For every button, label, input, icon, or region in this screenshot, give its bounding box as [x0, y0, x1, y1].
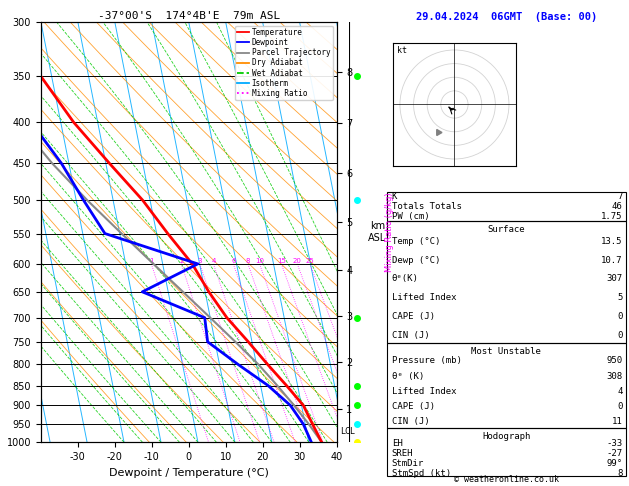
Text: θᵉ (K): θᵉ (K) [392, 372, 424, 381]
Title: -37°00'S  174°4B'E  79m ASL: -37°00'S 174°4B'E 79m ASL [97, 11, 280, 21]
Text: StmDir: StmDir [392, 459, 424, 468]
Text: CAPE (J): CAPE (J) [392, 312, 435, 321]
Text: Pressure (mb): Pressure (mb) [392, 356, 462, 365]
Text: SREH: SREH [392, 449, 413, 458]
Text: 46: 46 [612, 202, 623, 211]
Legend: Temperature, Dewpoint, Parcel Trajectory, Dry Adiabat, Wet Adiabat, Isotherm, Mi: Temperature, Dewpoint, Parcel Trajectory… [235, 26, 333, 100]
Text: © weatheronline.co.uk: © weatheronline.co.uk [454, 474, 559, 484]
Text: Dewp (°C): Dewp (°C) [392, 256, 440, 264]
Text: PW (cm): PW (cm) [392, 212, 430, 221]
Text: 99°: 99° [606, 459, 623, 468]
Text: Surface: Surface [487, 225, 525, 234]
Text: Most Unstable: Most Unstable [471, 347, 542, 356]
Text: Hodograph: Hodograph [482, 432, 530, 441]
Text: 1: 1 [149, 258, 153, 264]
Text: 25: 25 [306, 258, 314, 264]
Text: EH: EH [392, 439, 403, 448]
Text: 5: 5 [617, 293, 623, 302]
Text: 308: 308 [606, 372, 623, 381]
Text: 4: 4 [617, 387, 623, 396]
Text: Lifted Index: Lifted Index [392, 293, 457, 302]
Text: 7: 7 [617, 192, 623, 201]
Y-axis label: km
ASL: km ASL [369, 221, 387, 243]
Text: Mixing Ratio (g/kg): Mixing Ratio (g/kg) [386, 192, 394, 272]
Text: kt: kt [398, 46, 407, 55]
Text: 10: 10 [255, 258, 264, 264]
Text: 0: 0 [617, 330, 623, 340]
Text: 4: 4 [211, 258, 216, 264]
Y-axis label: hPa: hPa [0, 222, 1, 242]
Text: 6: 6 [231, 258, 236, 264]
Text: Lifted Index: Lifted Index [392, 387, 457, 396]
Text: 29.04.2024  06GMT  (Base: 00): 29.04.2024 06GMT (Base: 00) [416, 12, 597, 22]
X-axis label: Dewpoint / Temperature (°C): Dewpoint / Temperature (°C) [109, 468, 269, 478]
Text: CIN (J): CIN (J) [392, 330, 430, 340]
Text: 1.75: 1.75 [601, 212, 623, 221]
Text: 2: 2 [179, 258, 184, 264]
Text: 8: 8 [246, 258, 250, 264]
Text: 13.5: 13.5 [601, 237, 623, 246]
Text: θᵉ(K): θᵉ(K) [392, 274, 419, 283]
Text: Totals Totals: Totals Totals [392, 202, 462, 211]
Text: 307: 307 [606, 274, 623, 283]
Text: 15: 15 [277, 258, 286, 264]
Text: K: K [392, 192, 398, 201]
Text: 0: 0 [617, 312, 623, 321]
Text: -33: -33 [606, 439, 623, 448]
Text: CAPE (J): CAPE (J) [392, 402, 435, 411]
Text: 10.7: 10.7 [601, 256, 623, 264]
Text: 20: 20 [293, 258, 302, 264]
Text: 3: 3 [198, 258, 202, 264]
Text: 0: 0 [617, 402, 623, 411]
Text: 950: 950 [606, 356, 623, 365]
Text: 8: 8 [617, 469, 623, 478]
Text: -27: -27 [606, 449, 623, 458]
Text: StmSpd (kt): StmSpd (kt) [392, 469, 451, 478]
Text: 11: 11 [612, 417, 623, 427]
Text: Temp (°C): Temp (°C) [392, 237, 440, 246]
Text: CIN (J): CIN (J) [392, 417, 430, 427]
Text: LCL: LCL [340, 427, 355, 436]
